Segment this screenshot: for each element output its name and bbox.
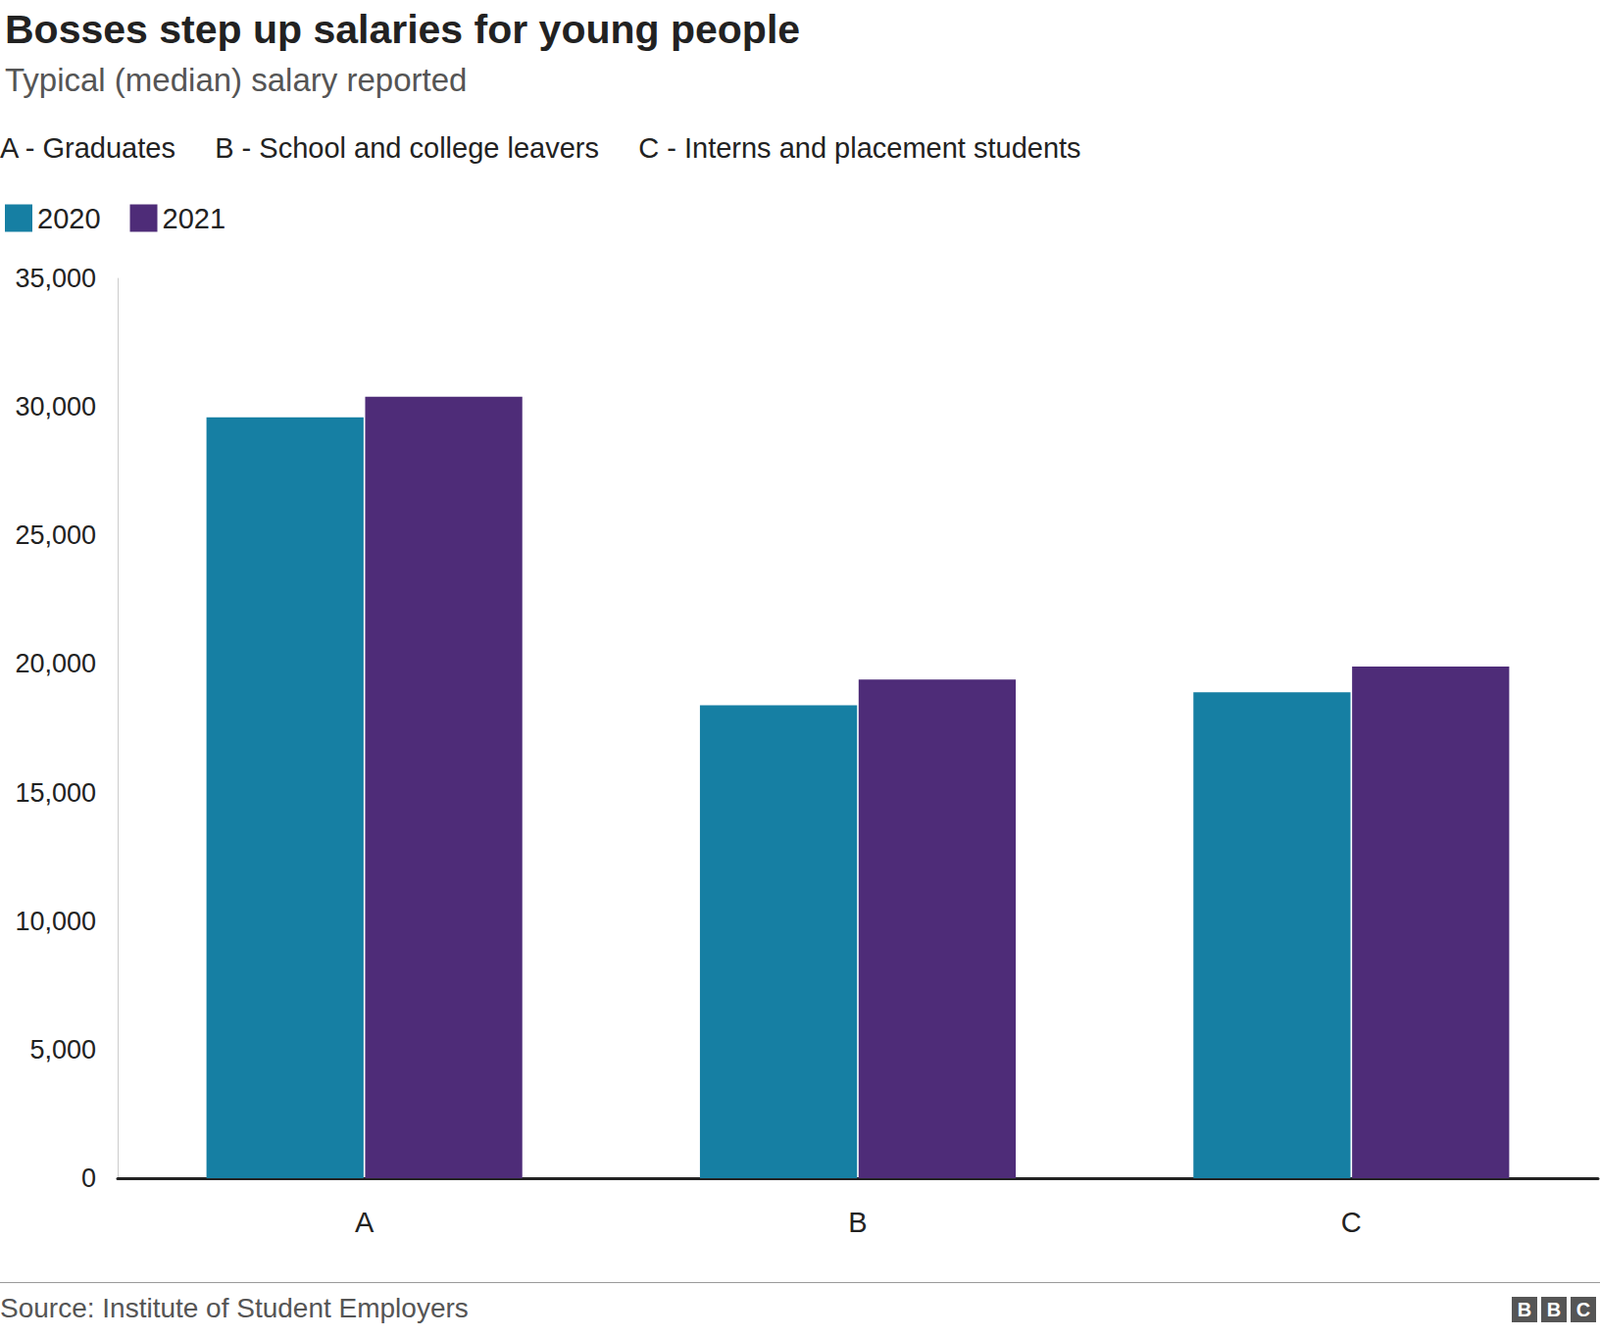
svg-text:Bosses step up salaries for yo: Bosses step up salaries for young people <box>4 6 800 52</box>
svg-text:Source: Institute of Student E: Source: Institute of Student Employers <box>0 1293 469 1324</box>
svg-text:B: B <box>1547 1299 1561 1321</box>
svg-text:2020: 2020 <box>37 202 101 235</box>
svg-text:B: B <box>1517 1299 1532 1321</box>
svg-text:10,000: 10,000 <box>14 906 97 937</box>
svg-text:B: B <box>848 1206 867 1239</box>
svg-text:35,000: 35,000 <box>14 263 97 294</box>
svg-text:20,000: 20,000 <box>14 649 97 679</box>
svg-text:0: 0 <box>81 1163 97 1194</box>
svg-text:A: A <box>354 1206 375 1239</box>
svg-text:30,000: 30,000 <box>14 392 97 422</box>
svg-text:C: C <box>1341 1206 1362 1239</box>
svg-text:25,000: 25,000 <box>14 520 97 550</box>
svg-text:5,000: 5,000 <box>29 1035 97 1065</box>
svg-text:C: C <box>1576 1299 1591 1321</box>
svg-text:Typical (median) salary report: Typical (median) salary reported <box>4 61 467 99</box>
svg-text:15,000: 15,000 <box>14 778 97 808</box>
svg-text:A - Graduates B - School a: A - Graduates B - School and college lea… <box>0 132 1082 164</box>
svg-text:2021: 2021 <box>162 202 227 235</box>
